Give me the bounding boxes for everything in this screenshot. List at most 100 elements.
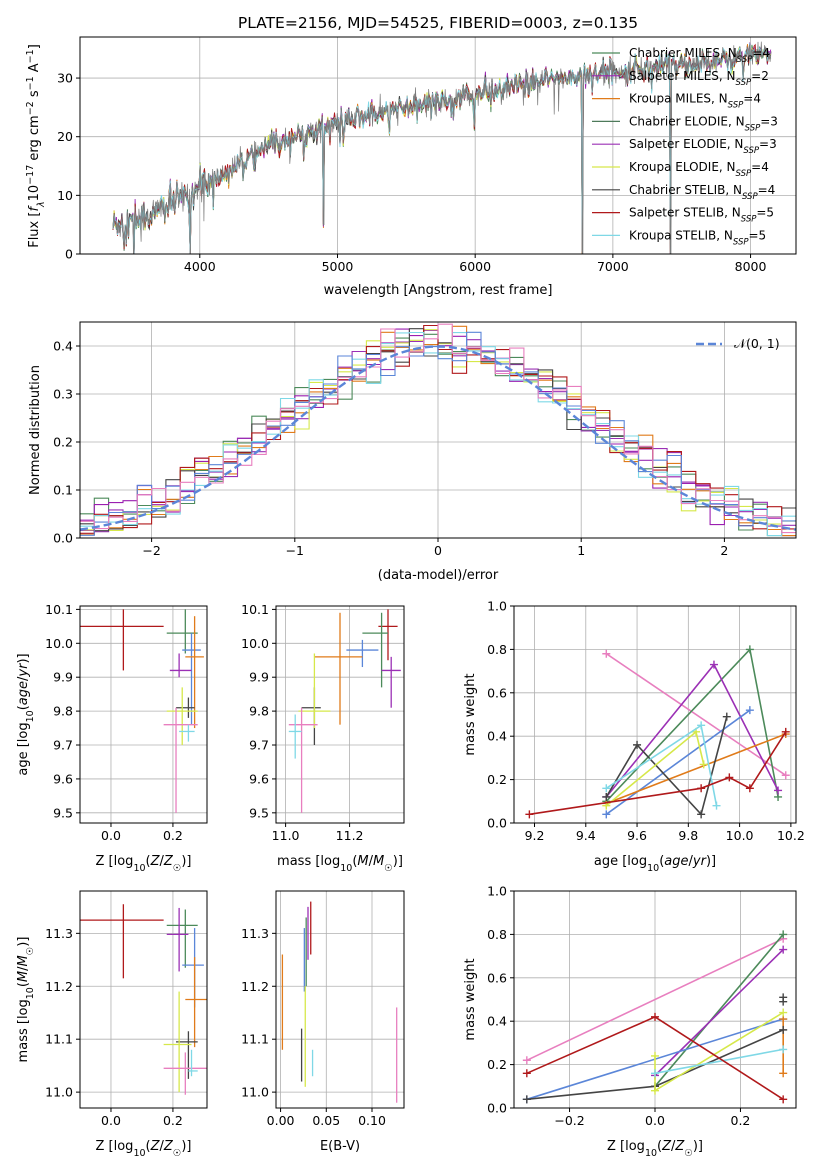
x-axis-label: (data-model)/error	[378, 568, 499, 583]
y-tick-label: 30	[57, 71, 73, 86]
legend-label: Chabrier ELODIE, NSSP=3	[629, 114, 778, 133]
mass-weight-line	[529, 731, 787, 816]
mass-weight-line	[605, 716, 728, 816]
x-axis-label: wavelength [Angstrom, rest frame]	[324, 283, 553, 298]
x-tick-label: 0.10	[358, 1113, 386, 1128]
mass-weight-marker	[779, 945, 788, 954]
y-tick-label: 9.6	[53, 771, 73, 786]
y-tick-label: 10.1	[45, 602, 73, 617]
x-tick-label: 11.2	[336, 828, 364, 843]
legend-label: Chabrier STELIB, NSSP=4	[629, 183, 775, 202]
plot-area	[522, 930, 788, 1104]
mass-weight-marker	[779, 1095, 788, 1104]
y-tick-label: 0.6	[487, 970, 507, 985]
y-tick-label: 9.8	[53, 704, 73, 719]
plot-area	[281, 901, 398, 1103]
mass-weight-marker	[522, 1095, 531, 1104]
y-tick-label: 11.2	[45, 979, 73, 994]
y-tick-label: 9.5	[249, 805, 269, 820]
legend-label: Kroupa MILES, NSSP=4	[629, 92, 761, 111]
y-tick-label: 11.3	[241, 926, 269, 941]
mass-weight-marker	[522, 1056, 531, 1065]
y-tick-label: 10.1	[241, 602, 269, 617]
x-axis-label: mass [log10(M/M☉)]	[277, 854, 403, 874]
legend-label: Kroupa ELODIE, NSSP=4	[629, 160, 769, 179]
x-tick-label: 9.4	[576, 828, 596, 843]
x-tick-label: 11.0	[272, 828, 300, 843]
y-tick-label: 11.1	[45, 1032, 73, 1047]
y-tick-label: 0.0	[487, 816, 507, 831]
y-tick-label: 0.4	[487, 729, 507, 744]
x-tick-label: 2	[720, 543, 728, 558]
plot-area	[80, 904, 207, 1095]
axes-frame	[275, 890, 405, 1109]
y-axis-label: mass [log10(M/M☉)]	[16, 937, 36, 1063]
axes-age_vs_Z: 0.0 0.2 9.5 9.6 9.7 9.8 9.9 10.0 10.1 Z [log10(Z/…	[16, 602, 208, 874]
mass-weight-marker	[602, 810, 611, 819]
mass-weight-marker	[779, 993, 788, 1002]
axes-frame	[79, 605, 208, 824]
y-tick-label: 0.6	[487, 685, 507, 700]
mass-weight-marker	[602, 784, 611, 793]
mass-weight-marker	[745, 706, 754, 715]
mass-weight-marker	[781, 771, 790, 780]
mass-weight-marker	[651, 1086, 659, 1095]
mass-weight-marker	[779, 930, 788, 939]
x-tick-label: 5000	[322, 259, 354, 274]
mass-weight-line	[605, 709, 751, 815]
y-axis-label: mass weight	[463, 958, 478, 1040]
mass-weight-marker	[697, 721, 706, 730]
x-tick-label: −2	[142, 543, 160, 558]
x-tick-label: 1	[577, 543, 585, 558]
mass-weight-marker	[522, 1069, 531, 1078]
y-tick-label: 0.4	[487, 1014, 507, 1029]
mass-weight-marker	[745, 784, 754, 793]
y-tick-label: 9.8	[249, 704, 269, 719]
plot-area	[525, 645, 790, 819]
normal-curve	[80, 345, 796, 531]
y-tick-label: 9.6	[249, 771, 269, 786]
axes-frame	[275, 605, 405, 824]
axes-frame	[513, 890, 797, 1109]
x-tick-label: 9.8	[678, 828, 698, 843]
y-tick-label: 11.1	[241, 1032, 269, 1047]
y-tick-label: 0.1	[53, 483, 73, 498]
mass-weight-marker	[781, 727, 790, 736]
x-tick-label: 7000	[597, 259, 629, 274]
y-tick-label: 1.0	[487, 884, 507, 899]
axes-frame	[79, 890, 208, 1109]
y-axis-label: Normed distribution	[28, 365, 43, 495]
legend-label: 𝒩(0, 1)	[734, 336, 780, 351]
x-tick-label: 4000	[184, 259, 216, 274]
y-tick-label: 0.8	[487, 927, 507, 942]
mass-weight-marker	[651, 1069, 659, 1078]
y-tick-label: 0.0	[487, 1101, 507, 1116]
axes-mass_weight_vs_Z: −0.2 0.0 0.2 0.0 0.2 0.4 0.6 0.8 1.0 Z [log10(Z/Z…	[463, 884, 797, 1159]
x-tick-label: 0.2	[731, 1113, 751, 1128]
mass-weight-marker	[779, 1008, 788, 1017]
axes-frame	[79, 321, 797, 539]
x-axis-label: E(B-V)	[320, 1139, 360, 1154]
y-tick-label: 0.2	[487, 1057, 507, 1072]
legend-label: Salpeter MILES, NSSP=2	[629, 69, 769, 88]
x-tick-label: 10.2	[777, 828, 805, 843]
mass-weight-marker	[779, 1025, 788, 1034]
legend-label: Salpeter STELIB, NSSP=5	[629, 206, 774, 225]
mass-weight-line	[526, 937, 784, 1062]
y-tick-label: 9.7	[249, 738, 269, 753]
x-tick-label: 0.0	[101, 1113, 121, 1128]
y-tick-label: 0.2	[53, 435, 73, 450]
mass-weight-line	[654, 933, 784, 1087]
mass-weight-marker	[722, 712, 731, 721]
x-axis-label: Z [log10(Z/Z☉)]	[96, 1139, 192, 1159]
mass-weight-line	[605, 647, 779, 802]
mass-weight-marker	[602, 649, 611, 658]
legend-label: Salpeter ELODIE, NSSP=3	[629, 137, 777, 156]
mass-weight-marker	[697, 784, 706, 793]
plot-area	[80, 323, 796, 537]
legend: 𝒩(0, 1)	[696, 336, 780, 351]
x-tick-label: 8000	[735, 259, 767, 274]
y-tick-label: 11.0	[241, 1085, 269, 1100]
y-tick-label: 9.9	[53, 670, 73, 685]
